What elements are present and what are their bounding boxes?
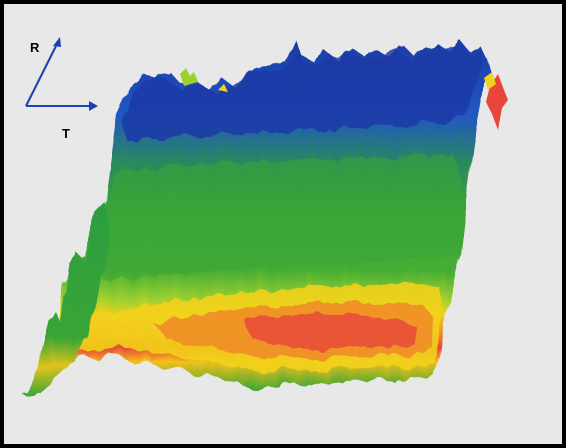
- axis-arrows: [25, 37, 98, 111]
- surface-red-spike: [484, 72, 508, 130]
- t-axis-arrowhead: [89, 101, 98, 111]
- surface-body: [54, 38, 492, 390]
- surface-plot: [24, 37, 508, 396]
- plot-panel: R T: [4, 4, 562, 444]
- t-axis-label: T: [62, 126, 70, 141]
- r-axis-arrowhead: [53, 37, 61, 47]
- r-axis-line: [25, 41, 59, 107]
- surface-left-ridge: [24, 202, 108, 396]
- r-axis-label: R: [30, 40, 40, 55]
- surface-top-fringe: [180, 68, 228, 92]
